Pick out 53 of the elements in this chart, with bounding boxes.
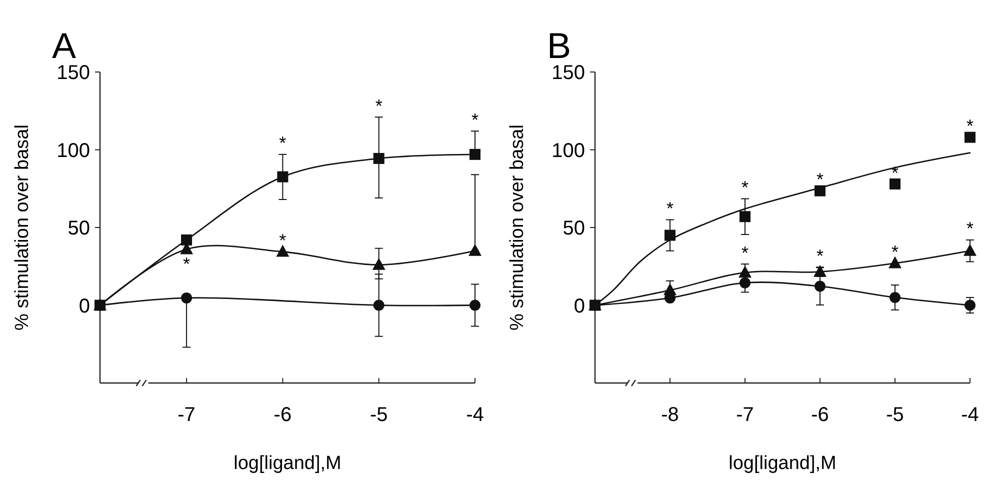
x-axis-title: log[ligand],M: [728, 453, 836, 474]
point: [890, 292, 900, 303]
point: [890, 178, 900, 190]
point: [276, 244, 290, 257]
x-tick-label: -4: [466, 404, 484, 426]
x-tick-label: -6: [274, 404, 292, 426]
annotation: *: [279, 133, 286, 154]
point: [664, 230, 676, 241]
y-tick-label: 0: [78, 295, 90, 318]
x-tick-label: -5: [370, 404, 388, 426]
annotation: *: [891, 242, 899, 262]
annotation: *: [183, 254, 190, 274]
point: [470, 148, 480, 160]
annotation: *: [666, 198, 674, 219]
point: [277, 171, 288, 182]
annotation: *: [966, 116, 974, 136]
point: [468, 244, 482, 256]
annotation: *: [816, 170, 824, 190]
annotation: *: [891, 162, 899, 183]
point: [373, 300, 384, 311]
y-tick-label: 50: [562, 218, 585, 240]
annotation: *: [816, 246, 824, 266]
annotation: *: [279, 230, 286, 251]
point: [964, 300, 976, 311]
annotation: *: [375, 96, 382, 116]
point: [372, 258, 386, 270]
x-tick-label: -4: [961, 404, 979, 426]
x-tick-label: -7: [178, 404, 196, 426]
annotation: *: [966, 218, 974, 239]
point: [814, 280, 826, 292]
x-tick-label: -6: [811, 404, 829, 426]
point: [181, 234, 192, 246]
y-tick-label: 100: [552, 140, 585, 162]
annotation: *: [741, 178, 749, 198]
x-tick-label: -8: [661, 404, 679, 426]
point: [740, 277, 750, 288]
point: [964, 244, 976, 256]
x-axis-title: log[ligand],M: [234, 453, 342, 474]
y-tick-label: 0: [574, 295, 585, 318]
x-tick-label: -7: [736, 404, 754, 426]
x-tick-label: -5: [886, 404, 904, 426]
y-tick-label: 50: [68, 218, 90, 240]
point: [373, 152, 384, 164]
point: [181, 292, 192, 304]
point: [888, 256, 902, 268]
annotation: *: [741, 242, 749, 263]
y-axis-title: % stimulation over basal: [507, 124, 528, 330]
y-axis-title: % stimulation over basal: [12, 124, 33, 330]
point: [740, 211, 750, 222]
annotation: *: [471, 110, 479, 130]
point: [470, 300, 480, 311]
point: [964, 132, 976, 143]
y-tick-label: 100: [56, 140, 90, 162]
